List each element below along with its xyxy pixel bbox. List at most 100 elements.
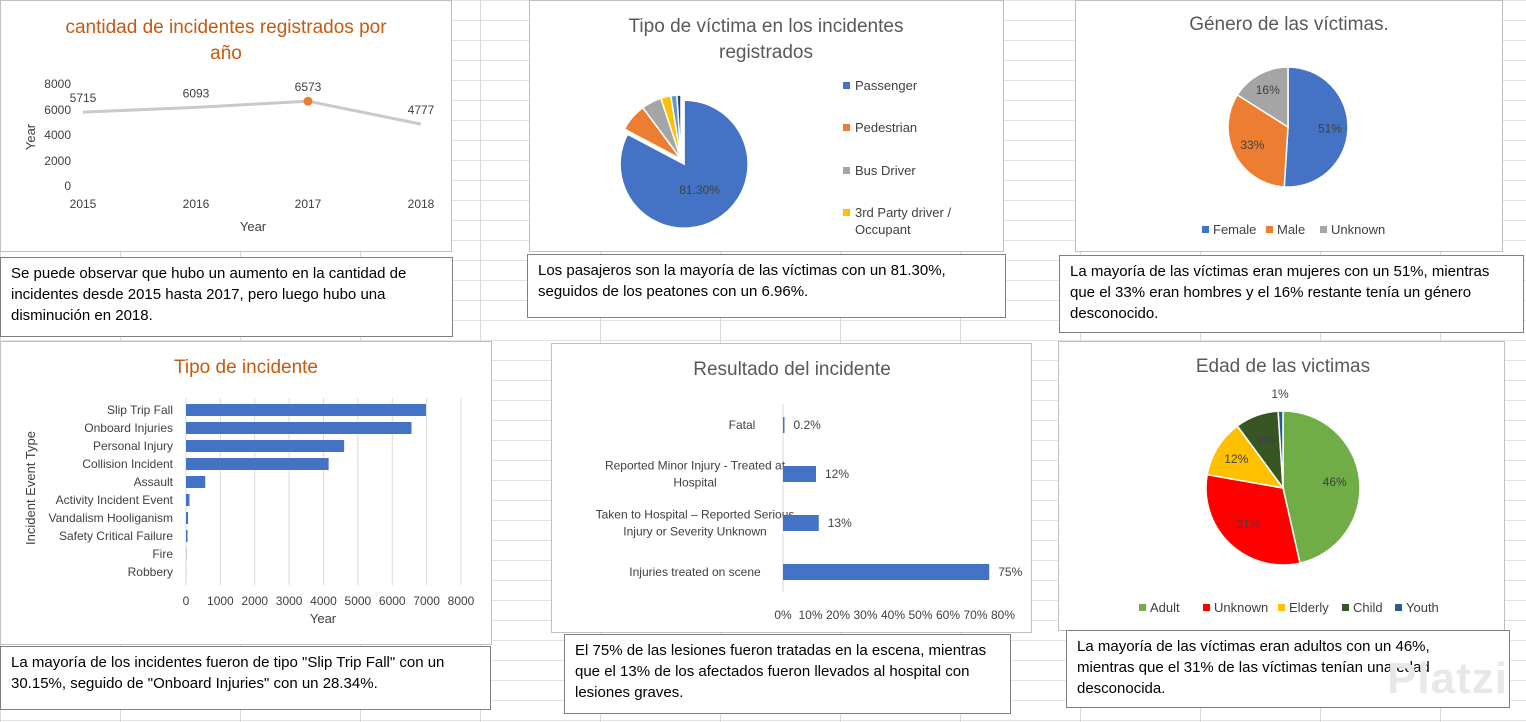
x-tick-label: 4000 xyxy=(310,594,337,608)
y-axis-label: Incident Event Type xyxy=(23,431,38,545)
category-label: Assault xyxy=(134,475,174,489)
x-tick-label: 7000 xyxy=(413,594,440,608)
slice-label: 46% xyxy=(1323,475,1347,489)
category-label: Onboard Injuries xyxy=(84,421,173,435)
data-label: 6573 xyxy=(295,80,322,94)
data-label: 0.2% xyxy=(794,418,822,432)
pie-slice xyxy=(1277,410,1284,489)
x-tick-label: 5000 xyxy=(345,594,372,608)
age-pie-svg: Edad de las victimas 46% 31% 12% 9% 1% Adult… xyxy=(1139,356,1439,615)
legend-swatch xyxy=(1202,226,1209,233)
chart-title-line2: año xyxy=(210,43,242,64)
legend-label: Youth xyxy=(1406,600,1439,615)
legend-label: Child xyxy=(1353,600,1383,615)
y-axis-label: Year xyxy=(23,123,38,150)
category-label: Robbery xyxy=(128,565,173,579)
chart-incident-outcome[interactable]: Resultado del incidente Fatal 0.2% Reporte… xyxy=(551,343,1032,633)
bar xyxy=(186,458,329,470)
chart-victim-type[interactable]: Tipo de víctima en los incidentes regist… xyxy=(529,0,1004,252)
x-axis-label: Year xyxy=(310,611,337,626)
pie-slice xyxy=(1282,410,1361,565)
chart-title: Tipo de incidente xyxy=(174,357,318,378)
x-tick-label: 8000 xyxy=(448,594,475,608)
note-line: El 75% de las lesiones fueron tratadas e… xyxy=(575,642,987,659)
pie-slice xyxy=(1206,424,1285,490)
category-label: Fatal xyxy=(729,418,756,432)
bar xyxy=(186,476,206,488)
x-tick-label: 20% xyxy=(826,608,850,622)
chart-victim-age[interactable]: Edad de las victimas 46% 31% 12% 9% 1% Adult… xyxy=(1058,341,1505,631)
y-tick-label: 8000 xyxy=(44,77,71,91)
legend-label: 3rd Party driver / xyxy=(855,205,951,220)
x-tick-label: 0 xyxy=(183,594,190,608)
gender-pie-svg: Género de las víctimas. 51% 33% 16% Female… xyxy=(1189,14,1389,237)
note-incidents-per-year: Se puede observar que hubo un aumento en… xyxy=(0,257,453,337)
category-label: Reported Minor Injury - Treated at xyxy=(605,459,786,473)
x-tick-label: 6000 xyxy=(379,594,406,608)
legend-swatch xyxy=(843,124,850,131)
data-label: 75% xyxy=(998,565,1022,579)
slice-label: 31% xyxy=(1236,517,1260,531)
note-line: seguidos de los peatones con un 6.96%. xyxy=(538,283,809,300)
x-tick-label: 30% xyxy=(853,608,877,622)
chart-incidents-per-year[interactable]: cantidad de incidentes registrados por a… xyxy=(0,0,452,252)
legend-swatch xyxy=(843,82,850,89)
platzi-watermark: Platzi xyxy=(1387,654,1508,703)
note-victim-age: La mayoría de las víctimas eran adultos … xyxy=(1066,630,1510,708)
legend-swatch xyxy=(1342,604,1349,611)
legend-label: Adult xyxy=(1150,600,1180,615)
data-label: 5715 xyxy=(70,91,97,105)
pie-slice xyxy=(1283,66,1349,188)
category-label: Taken to Hospital – Reported Serious xyxy=(596,508,795,522)
bar xyxy=(186,494,190,506)
category-label: Hospital xyxy=(673,476,716,490)
x-tick-label: 2017 xyxy=(295,197,322,211)
x-tick-label: 50% xyxy=(908,608,932,622)
x-tick-label: 3000 xyxy=(276,594,303,608)
x-tick-label: 2015 xyxy=(70,197,97,211)
x-tick-label: 60% xyxy=(936,608,960,622)
category-label: Collision Incident xyxy=(82,457,173,471)
y-tick-label: 6000 xyxy=(44,103,71,117)
legend-swatch xyxy=(1278,604,1285,611)
legend-swatch xyxy=(1139,604,1146,611)
category-label: Slip Trip Fall xyxy=(107,403,173,417)
outcome-bar-svg: Resultado del incidente Fatal 0.2% Reporte… xyxy=(596,359,1023,622)
chart-title: Resultado del incidente xyxy=(693,359,891,380)
bar xyxy=(783,564,990,580)
note-line: que el 13% de los afectados fueron lleva… xyxy=(575,663,970,680)
category-label: Activity Incident Event xyxy=(56,493,174,507)
note-line: desconocido. xyxy=(1070,305,1159,322)
victim-type-pie-svg: Tipo de víctima en los incidentes regist… xyxy=(619,16,951,237)
x-tick-label: 2016 xyxy=(183,197,210,211)
x-tick-label: 2018 xyxy=(408,197,435,211)
y-tick-label: 0 xyxy=(64,179,71,193)
chart-incident-type[interactable]: Tipo de incidente Incident Event Type Ye… xyxy=(0,341,492,645)
legend-label: Elderly xyxy=(1289,600,1329,615)
x-tick-label: 0% xyxy=(774,608,792,622)
note-line: mientras que el 31% de las víctimas tení… xyxy=(1077,659,1430,676)
chart-victim-gender[interactable]: Género de las víctimas. 51% 33% 16% Female… xyxy=(1075,0,1503,252)
note-line: incidentes desde 2015 hasta 2017, pero l… xyxy=(11,286,386,303)
note-incident-type: La mayoría de los incidentes fueron de t… xyxy=(0,646,491,710)
line-chart-svg: cantidad de incidentes registrados por a… xyxy=(23,17,435,234)
category-label: Vandalism Hooliganism xyxy=(49,511,174,525)
bar xyxy=(186,422,412,434)
data-label: 6093 xyxy=(183,86,210,100)
bar xyxy=(783,417,785,433)
note-victim-gender: La mayoría de las víctimas eran mujeres … xyxy=(1059,255,1524,333)
note-line: que el 33% eran hombres y el 16% restant… xyxy=(1070,284,1472,301)
x-axis-label: Year xyxy=(240,219,267,234)
note-line: desconocida. xyxy=(1077,680,1166,697)
category-label: Safety Critical Failure xyxy=(59,529,173,543)
legend-swatch xyxy=(843,167,850,174)
pie-slice xyxy=(619,99,749,229)
bar xyxy=(186,512,189,524)
legend-swatch xyxy=(1203,604,1210,611)
slice-label: 51% xyxy=(1318,121,1342,135)
pie-slice xyxy=(1205,473,1301,566)
note-victim-type: Los pasajeros son la mayoría de las víct… xyxy=(527,254,1006,318)
legend-label: Pedestrian xyxy=(855,120,917,135)
y-tick-label: 4000 xyxy=(44,128,71,142)
bar xyxy=(783,466,816,482)
